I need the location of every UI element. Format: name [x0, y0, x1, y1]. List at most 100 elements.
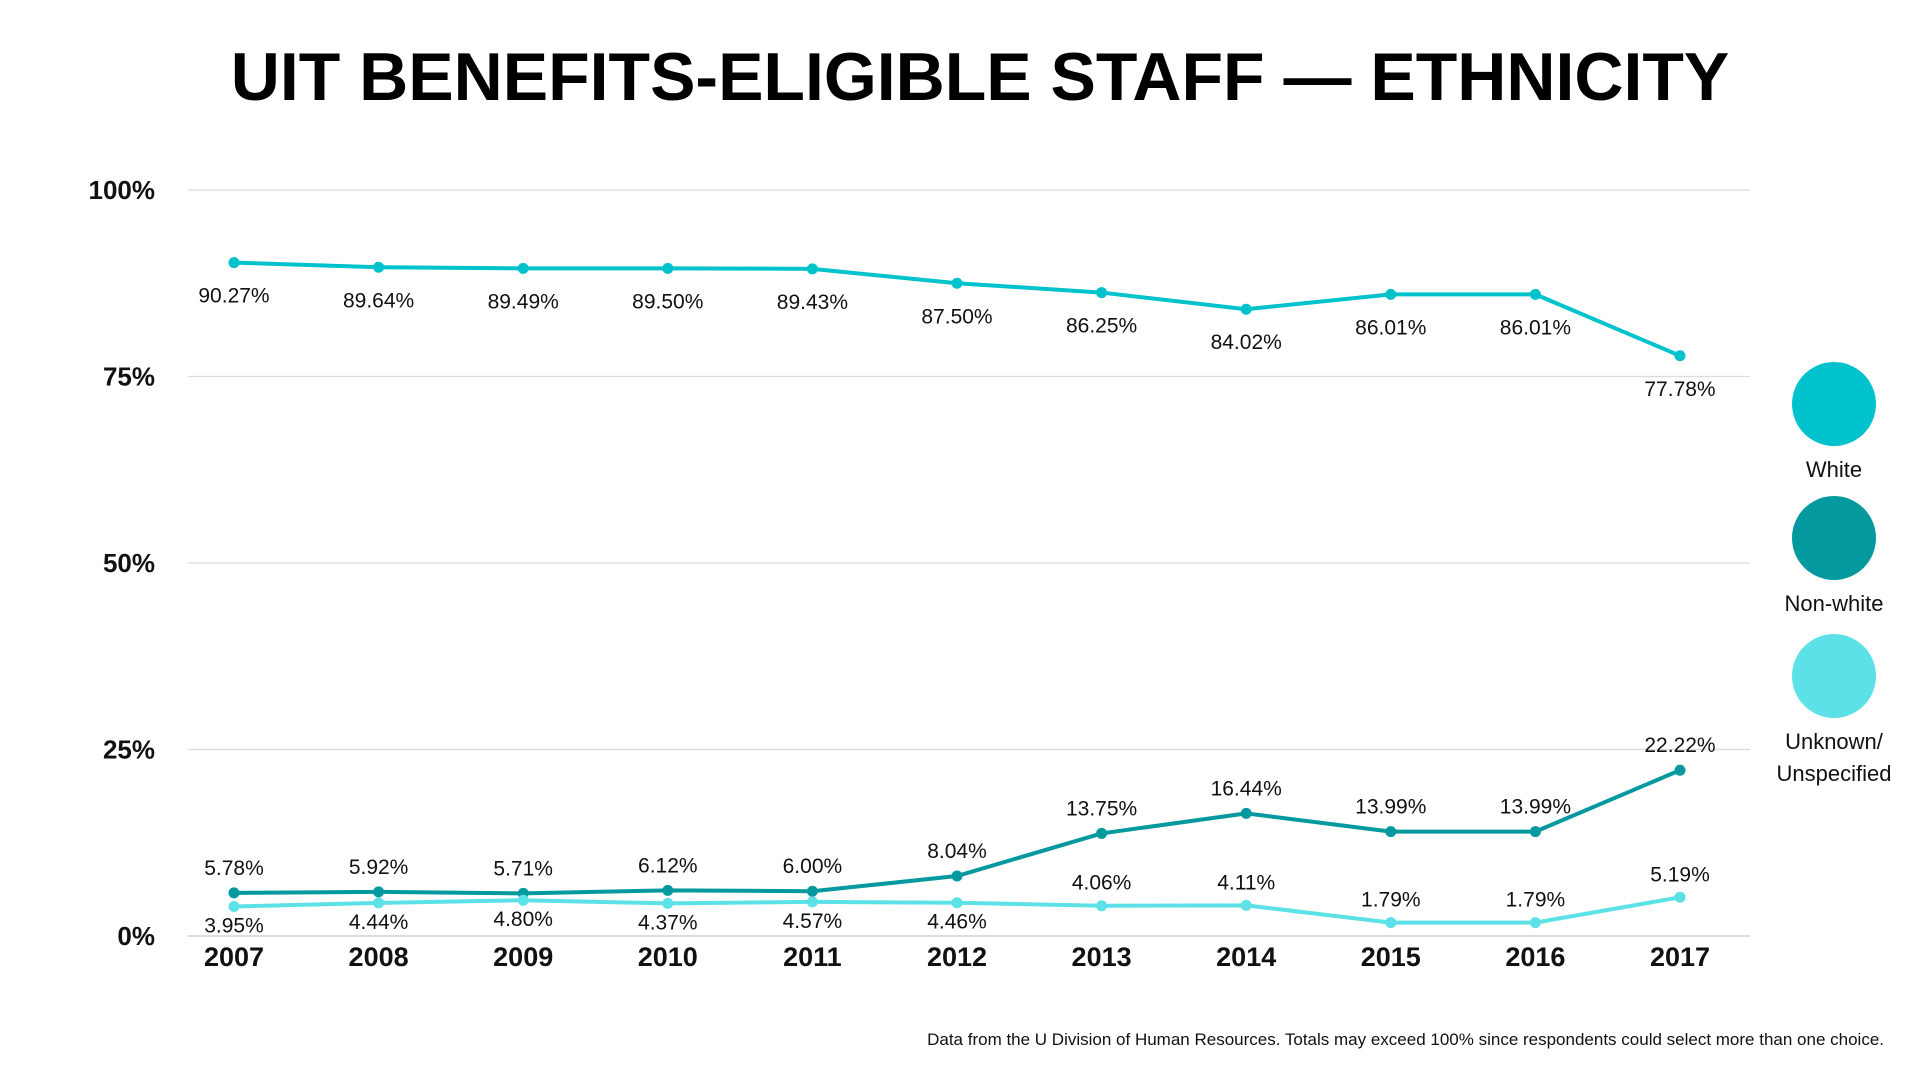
data-label: 4.37%: [638, 911, 698, 934]
y-tick-label: 25%: [103, 735, 155, 765]
data-point: [951, 870, 963, 882]
legend-item-white: White: [1754, 362, 1914, 486]
data-label: 86.01%: [1355, 316, 1426, 339]
data-labels: 90.27% 89.64% 89.49% 89.50% 89.43% 87.50% 86.2…: [198, 285, 1715, 938]
data-label: 4.06%: [1072, 872, 1132, 895]
data-label: 5.71%: [493, 857, 553, 880]
data-point: [517, 894, 529, 906]
data-point: [373, 261, 385, 273]
data-label: 1.79%: [1506, 889, 1566, 912]
y-tick-label: 100%: [89, 175, 156, 205]
data-point: [951, 277, 963, 289]
gridlines: [188, 189, 1750, 937]
data-label: 5.78%: [204, 857, 264, 880]
data-label: 1.79%: [1361, 889, 1421, 912]
data-label: 89.43%: [777, 291, 848, 314]
data-label: 89.49%: [488, 290, 559, 313]
data-point: [806, 885, 818, 897]
data-point: [373, 897, 385, 909]
x-tick-label: 2015: [1361, 942, 1421, 972]
data-label: 13.75%: [1066, 797, 1137, 820]
data-point: [1240, 807, 1252, 819]
data-point: [951, 897, 963, 909]
data-point: [662, 897, 674, 909]
data-point: [1529, 288, 1541, 300]
legend-label-unknown-line2: Unspecified: [1776, 761, 1892, 786]
data-point: [1385, 826, 1397, 838]
legend-item-non-white: Non-white: [1754, 496, 1914, 620]
x-tick-label: 2012: [927, 942, 987, 972]
x-tick-label: 2008: [349, 942, 409, 972]
data-label: 90.27%: [198, 285, 269, 308]
data-point: [806, 263, 818, 275]
data-point: [1096, 900, 1108, 912]
data-point: [1240, 899, 1252, 911]
chart-title: UIT BENEFITS-ELIGIBLE STAFF — ETHNICITY: [230, 39, 1730, 115]
x-tick-label: 2007: [204, 942, 264, 972]
data-label: 87.50%: [921, 305, 992, 328]
data-label: 3.95%: [204, 915, 264, 938]
data-point: [517, 262, 529, 274]
series-points: [228, 257, 1686, 929]
x-axis-ticks: 2007 2008 2009 2010 2011 2012 2013 2014 2015 2016…: [204, 942, 1710, 972]
data-label: 86.25%: [1066, 315, 1137, 338]
data-point: [662, 262, 674, 274]
data-label: 5.19%: [1650, 863, 1710, 886]
series-lines: [233, 260, 1681, 925]
data-point: [1529, 826, 1541, 838]
y-tick-label: 75%: [103, 362, 155, 392]
data-label: 6.00%: [783, 855, 843, 878]
legend-label-white: White: [1805, 457, 1863, 482]
data-label: 8.04%: [927, 840, 987, 863]
data-point: [1385, 288, 1397, 300]
data-point: [662, 884, 674, 896]
data-point: [1674, 350, 1686, 362]
data-point: [1529, 917, 1541, 929]
data-point: [1096, 827, 1108, 839]
data-label: 89.50%: [632, 290, 703, 313]
data-label: 4.46%: [927, 911, 987, 934]
data-point: [228, 901, 240, 913]
y-tick-label: 0%: [117, 921, 155, 951]
x-tick-label: 2011: [783, 942, 842, 972]
data-point: [1385, 917, 1397, 929]
y-tick-label: 50%: [103, 548, 155, 578]
data-point: [228, 257, 240, 269]
data-point: [806, 896, 818, 908]
data-label: 4.44%: [349, 911, 409, 934]
data-label: 22.22%: [1644, 734, 1715, 757]
data-label: 4.57%: [783, 910, 843, 933]
data-point: [228, 887, 240, 899]
data-label: 13.99%: [1500, 796, 1571, 819]
data-label: 4.11%: [1217, 871, 1275, 894]
x-tick-label: 2009: [493, 942, 553, 972]
footnote: Data from the U Division of Human Resour…: [927, 1030, 1884, 1049]
legend-label-non-white: Non-white: [1784, 591, 1884, 616]
data-label: 89.64%: [343, 289, 414, 312]
x-tick-label: 2014: [1216, 942, 1276, 972]
x-tick-label: 2010: [638, 942, 698, 972]
data-point: [1096, 287, 1108, 299]
data-point: [1240, 303, 1252, 315]
data-label: 13.99%: [1355, 796, 1426, 819]
legend-label-unknown-line1: Unknown/: [1785, 729, 1883, 754]
x-tick-label: 2013: [1072, 942, 1132, 972]
data-label: 84.02%: [1211, 331, 1282, 354]
y-axis-ticks: 0% 25% 50% 75% 100%: [89, 175, 156, 951]
legend-swatch-non-white: [1792, 496, 1876, 580]
data-point: [1674, 764, 1686, 776]
legend-item-unknown: Unknown/ Unspecified: [1754, 634, 1914, 790]
legend-swatch-white: [1792, 362, 1876, 446]
data-point: [1674, 891, 1686, 903]
data-label: 5.92%: [349, 856, 409, 879]
data-label: 6.12%: [638, 854, 698, 877]
data-label: 16.44%: [1211, 777, 1282, 800]
data-label: 77.78%: [1644, 378, 1715, 401]
data-point: [373, 886, 385, 898]
x-tick-label: 2016: [1505, 942, 1565, 972]
data-label: 86.01%: [1500, 316, 1571, 339]
data-label: 4.80%: [493, 908, 553, 931]
legend-swatch-unknown: [1792, 634, 1876, 718]
x-tick-label: 2017: [1650, 942, 1710, 972]
